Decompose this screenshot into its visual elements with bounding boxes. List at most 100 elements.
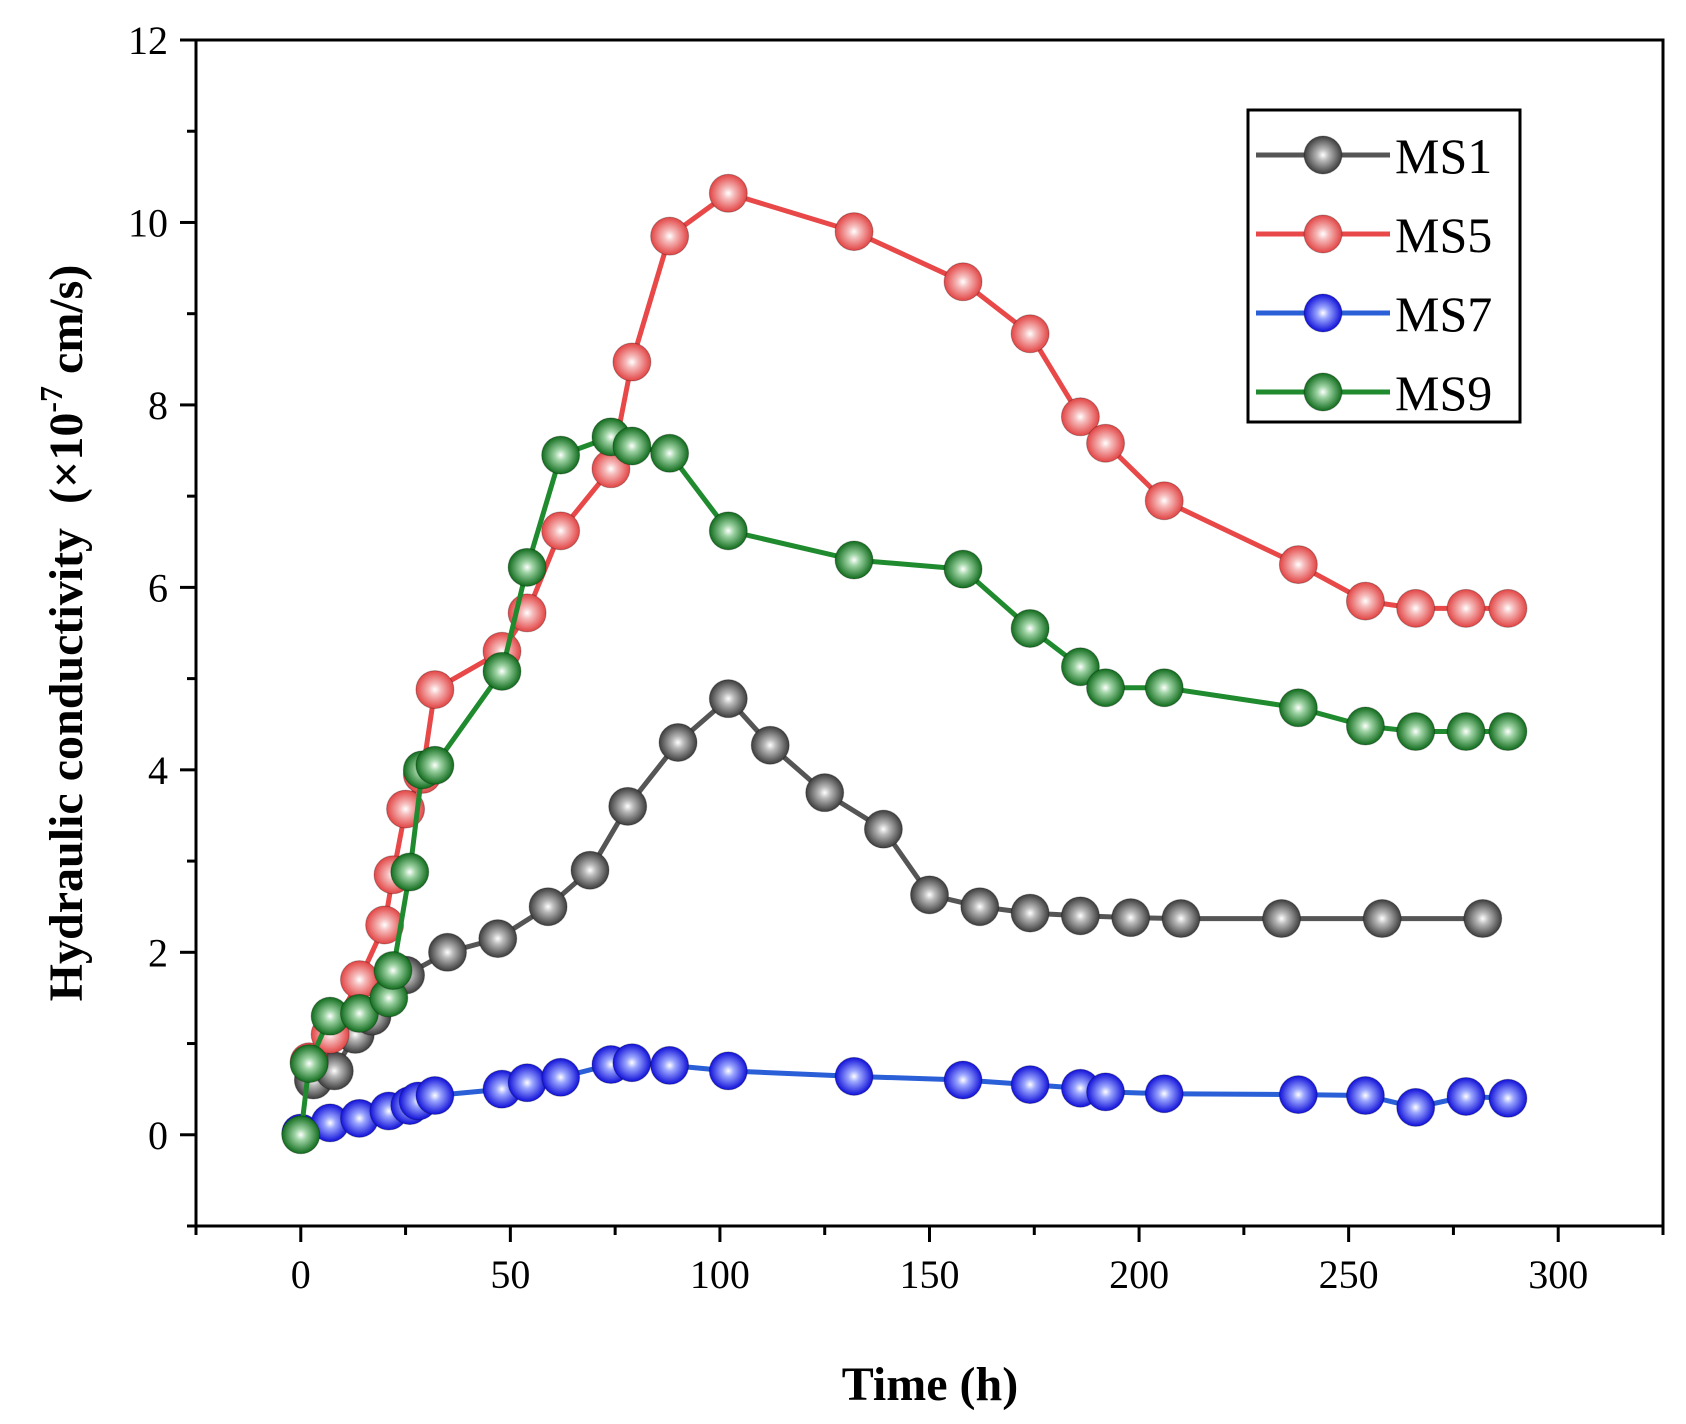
data-point-MS9 (834, 540, 874, 580)
legend: MS1 MS5 MS7 MS9 (1246, 108, 1522, 424)
data-point-MS5 (1396, 588, 1436, 628)
x-tick-label: 50 (490, 1252, 530, 1297)
y-tick-label: 10 (128, 200, 168, 245)
series-line-MS7 (299, 1060, 1509, 1136)
data-point-MS7 (834, 1056, 874, 1096)
data-point-MS1 (863, 809, 903, 849)
data-point-MS7 (1278, 1075, 1318, 1115)
data-point-MS5 (1144, 481, 1184, 521)
y-axis-unit-suffix: cm/s) (40, 265, 93, 386)
data-point-MS9 (541, 435, 581, 475)
data-point-MS5 (1446, 588, 1486, 628)
data-point-MS5 (650, 216, 690, 256)
data-point-MS1 (708, 679, 748, 719)
data-point-MS5 (1345, 581, 1385, 621)
series-MS1 (293, 679, 1503, 1100)
data-point-MS1 (910, 875, 949, 915)
data-point-MS5 (834, 212, 874, 252)
data-point-MS5 (612, 342, 652, 382)
axis-ticks (180, 38, 1665, 1242)
data-point-MS1 (1362, 899, 1402, 939)
data-point-MS1 (427, 932, 467, 972)
series-MS9 (281, 417, 1528, 1155)
data-point-MS9 (1144, 668, 1184, 708)
x-tick-label: 250 (1319, 1252, 1379, 1297)
data-point-MS5 (365, 905, 405, 945)
data-point-MS7 (612, 1043, 652, 1083)
data-point-MS9 (1060, 647, 1100, 687)
data-point-MS9 (390, 852, 430, 892)
legend-item-MS1: MS1 (1256, 128, 1492, 184)
data-point-MS1 (1161, 899, 1201, 939)
series-line-MS1 (312, 696, 1483, 1083)
data-point-MS1 (960, 887, 1000, 927)
legend-label-MS5: MS5 (1395, 207, 1492, 263)
data-point-MS9 (650, 433, 690, 473)
data-point-MS1 (608, 786, 648, 826)
legend-item-MS5: MS5 (1256, 207, 1492, 263)
y-axis-unit-exponent: -7 (33, 386, 69, 413)
data-point-MS5 (1060, 397, 1100, 437)
series-layer (281, 173, 1528, 1155)
data-point-MS1 (570, 850, 610, 890)
data-point-MS7 (1010, 1065, 1050, 1105)
legend-marker-MS1 (1303, 135, 1343, 175)
y-axis-title-main: Hydraulic conductivity (40, 528, 93, 1001)
legend-item-MS9: MS9 (1256, 365, 1492, 421)
x-axis-title: Time (h) (842, 1358, 1018, 1411)
legend-label-MS7: MS7 (1395, 286, 1492, 342)
y-axis-unit-prefix: (×10 (40, 413, 93, 504)
y-axis-title: Hydraulic conductivity (×10-7 cm/s) (33, 265, 93, 1002)
data-point-MS9 (1086, 668, 1126, 708)
data-point-MS5 (415, 670, 455, 710)
data-point-MS9 (507, 547, 547, 587)
data-point-MS5 (1488, 588, 1528, 628)
data-point-MS1 (658, 722, 698, 762)
data-point-MS9 (1446, 712, 1486, 752)
plot-frame (194, 38, 1665, 1228)
data-point-MS9 (482, 651, 522, 691)
y-tick-label: 0 (148, 1113, 168, 1158)
data-point-MS9 (943, 549, 983, 589)
data-point-MS7 (943, 1060, 983, 1100)
data-point-MS7 (541, 1057, 581, 1097)
data-point-MS7 (1086, 1072, 1126, 1112)
data-point-MS1 (750, 725, 790, 765)
y-tick-label: 6 (148, 565, 168, 610)
data-point-MS9 (1010, 608, 1050, 648)
data-point-MS5 (541, 511, 581, 551)
data-point-MS9 (373, 951, 413, 991)
x-tick-label: 0 (291, 1252, 311, 1297)
data-point-MS5 (1086, 423, 1126, 463)
x-tick-label: 200 (1109, 1252, 1169, 1297)
data-point-MS1 (1060, 896, 1100, 936)
data-point-MS9 (289, 1044, 329, 1084)
data-point-MS1 (1463, 899, 1503, 939)
legend-marker-MS9 (1303, 372, 1343, 412)
data-point-MS9 (1488, 712, 1528, 752)
data-point-MS7 (415, 1076, 455, 1116)
data-point-MS9 (612, 426, 652, 466)
data-point-MS5 (943, 262, 983, 302)
series-line-MS9 (298, 434, 1508, 1136)
x-tick-label: 150 (900, 1252, 960, 1297)
data-point-MS1 (1010, 893, 1050, 933)
legend-label-MS1: MS1 (1395, 128, 1492, 184)
legend-marker-MS5 (1303, 214, 1343, 254)
data-point-MS1 (478, 919, 518, 959)
y-tick-label: 8 (148, 383, 168, 428)
y-tick-label: 12 (128, 18, 168, 63)
data-point-MS7 (1144, 1074, 1184, 1114)
data-point-MS1 (1111, 898, 1151, 938)
legend-item-MS7: MS7 (1256, 286, 1492, 342)
legend-label-MS9: MS9 (1395, 365, 1492, 421)
data-point-MS1 (1262, 899, 1302, 939)
data-point-MS5 (708, 173, 748, 213)
data-point-MS7 (1345, 1076, 1385, 1116)
data-point-MS5 (1010, 314, 1050, 354)
data-point-MS9 (1345, 706, 1385, 746)
data-point-MS7 (1488, 1078, 1528, 1118)
series-MS7 (281, 1043, 1528, 1153)
data-point-MS7 (650, 1045, 690, 1085)
